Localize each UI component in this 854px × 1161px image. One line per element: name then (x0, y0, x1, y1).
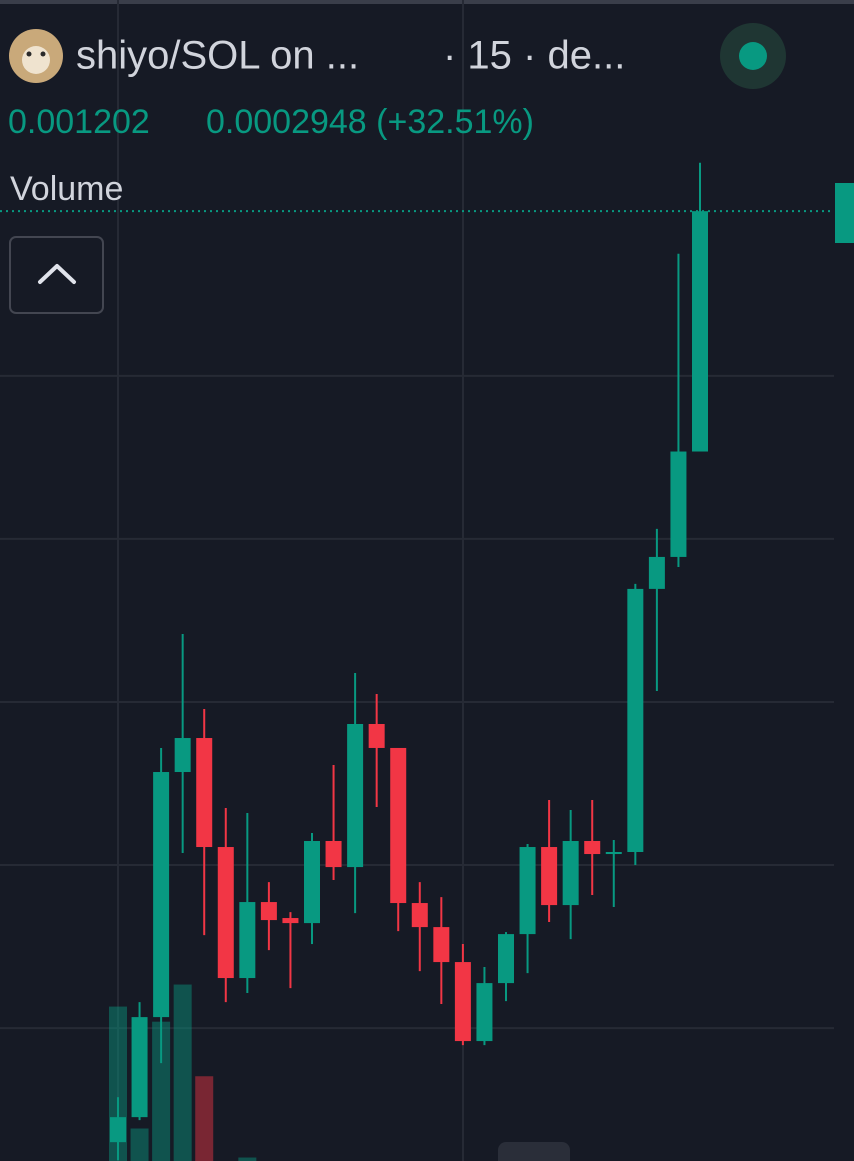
candle-body (131, 1017, 148, 1118)
volume-bar (173, 984, 192, 1161)
price-change: 0.0002948 (+32.51%) (206, 103, 534, 141)
candle-body (454, 962, 471, 1042)
candle-body (411, 903, 428, 928)
candle-body (390, 747, 407, 904)
interval[interactable]: · 15 · de... (443, 34, 625, 78)
collapse-button[interactable] (9, 236, 104, 314)
chevron-up (38, 264, 76, 284)
candle-body (239, 902, 256, 979)
candle-body (670, 451, 687, 557)
candle-body (110, 1117, 126, 1143)
candle-body (325, 840, 342, 868)
volume-layer (109, 984, 257, 1161)
status-dot (739, 42, 767, 70)
candle-body (174, 738, 191, 773)
candle-body (648, 556, 665, 589)
candle-body (153, 772, 170, 1018)
volume-bar (195, 1076, 214, 1161)
last-price: 0.001202 (8, 103, 150, 141)
scroll-button[interactable] (498, 1142, 570, 1161)
candle-body (196, 738, 213, 848)
candle-body (304, 840, 320, 924)
volume-bar (130, 1128, 149, 1161)
candle-body (584, 840, 601, 855)
indicator-label: Volume (10, 170, 123, 208)
candle-body (217, 847, 234, 979)
candle-body (260, 902, 277, 921)
candle-body (519, 847, 536, 935)
candle-body (627, 588, 644, 852)
candle-layer (0, 162, 834, 1161)
candle-body (347, 723, 364, 868)
price-tag (835, 183, 854, 243)
candle-body (541, 847, 558, 906)
volume-bar (152, 1021, 171, 1161)
candle-body (692, 211, 708, 452)
candle-body (605, 851, 622, 855)
overlay: shiyo/SOL on ... · 15 · de... 0.001202 0… (8, 23, 854, 1161)
candle-body (282, 918, 299, 924)
symbol-title[interactable]: shiyo/SOL on ... (76, 34, 359, 78)
avatar-face (22, 46, 50, 74)
avatar-eye (26, 51, 32, 57)
candle-body (476, 983, 493, 1042)
candle-body (433, 927, 450, 963)
avatar-eye (40, 51, 46, 57)
candle-body (368, 723, 385, 748)
candle-body (498, 934, 514, 984)
candle-body (562, 840, 579, 906)
volume-bar (238, 1157, 257, 1161)
